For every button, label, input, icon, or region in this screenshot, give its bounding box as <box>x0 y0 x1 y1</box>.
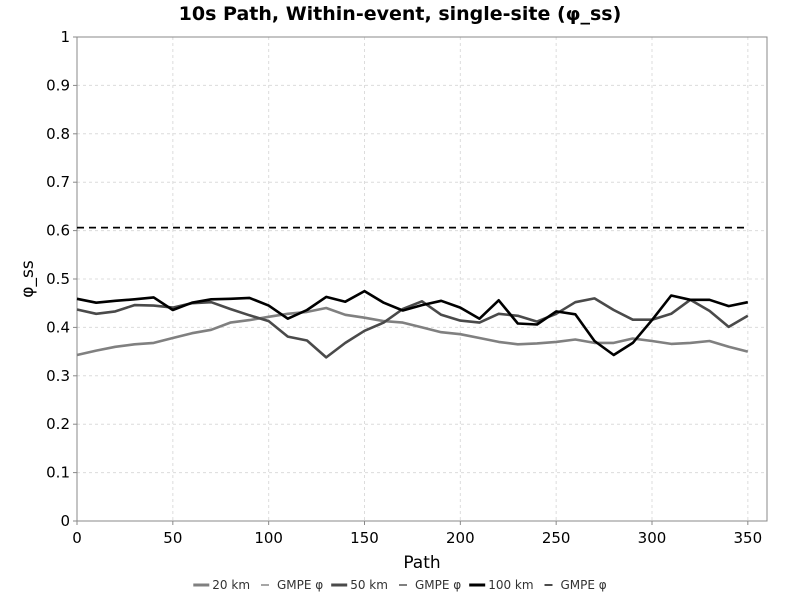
legend-item: 50 km <box>331 578 388 592</box>
legend-label: 20 km <box>212 578 250 592</box>
legend-item: 100 km <box>469 578 534 592</box>
gridlines <box>76 36 767 522</box>
legend-label: GMPE φ <box>415 578 461 592</box>
y-tick-label: 0.9 <box>46 76 70 94</box>
legend-label: 50 km <box>350 578 388 592</box>
legend: 20 km GMPE φ 50 km GMPE φ 100 km GMPE φ <box>193 578 607 592</box>
y-tick-label: 0 <box>60 512 70 530</box>
series-line-0 <box>76 306 749 357</box>
y-axis-label: φ_ss <box>18 260 38 298</box>
y-tick-label: 0.4 <box>46 318 70 336</box>
legend-label: 100 km <box>488 578 533 592</box>
y-tick-label: 0.5 <box>46 270 70 288</box>
y-tick-label: 0.3 <box>46 367 70 385</box>
chart-title: 10s Path, Within-event, single-site (φ_s… <box>179 3 622 25</box>
x-axis-label: Path <box>403 553 440 573</box>
axis-ticks: 0 50 100 150 200 250 300 350 0 0.1 0.2 0.3 0.4 0.5 0.6… <box>46 28 762 547</box>
x-tick-label: 200 <box>446 529 475 547</box>
x-tick-label: 100 <box>254 529 283 547</box>
series-line-4 <box>76 289 749 357</box>
x-tick-label: 350 <box>734 529 763 547</box>
legend-label: GMPE φ <box>561 578 607 592</box>
y-tick-label: 0.7 <box>46 173 70 191</box>
legend-item: GMPE φ <box>261 578 323 592</box>
legend-label: GMPE φ <box>277 578 323 592</box>
y-tick-label: 0.6 <box>46 222 70 240</box>
x-tick-label: 300 <box>638 529 667 547</box>
x-tick-label: 150 <box>350 529 379 547</box>
y-tick-label: 0.2 <box>46 415 70 433</box>
y-tick-label: 0.8 <box>46 125 70 143</box>
x-tick-label: 0 <box>72 529 82 547</box>
y-tick-label: 0.1 <box>46 464 70 482</box>
y-tick-label: 1 <box>60 28 70 46</box>
x-tick-label: 50 <box>163 529 182 547</box>
legend-item: GMPE φ <box>544 578 607 592</box>
series-lines <box>76 226 749 359</box>
x-tick-label: 250 <box>542 529 571 547</box>
legend-item: GMPE φ <box>399 578 461 592</box>
legend-item: 20 km <box>193 578 250 592</box>
